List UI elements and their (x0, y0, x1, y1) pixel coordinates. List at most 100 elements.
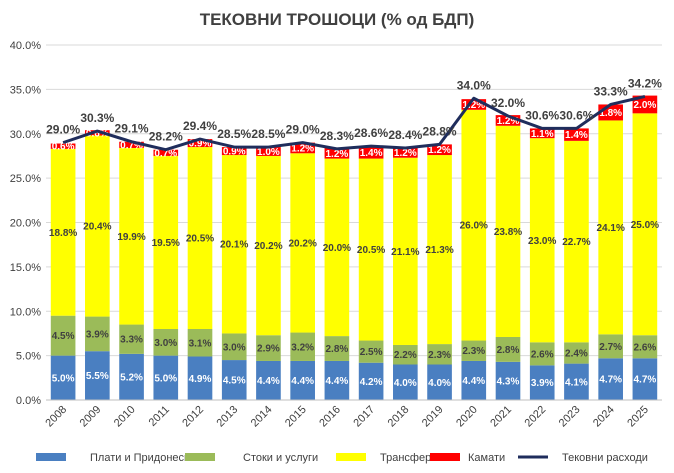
bar-segment (119, 324, 144, 354)
bar-segment-label: 23.0% (528, 236, 556, 247)
bar-segment-label: 4.2% (360, 377, 383, 388)
bar-segment (85, 130, 110, 136)
bar-segment (290, 142, 315, 154)
bar-segment (50, 315, 76, 356)
bar-segment (358, 158, 384, 341)
total-label: 29.0% (46, 123, 80, 137)
y-tick-label: 40.0% (10, 40, 41, 52)
bar-segment-label: 4.1% (565, 377, 588, 388)
bar-segment (564, 128, 589, 141)
legend-label: Трансфери (380, 452, 437, 464)
bar-segment (50, 355, 76, 400)
bar-segment (50, 148, 76, 316)
bar-segment (495, 336, 521, 362)
total-label: 29.4% (183, 119, 217, 133)
x-tick-label: 2022 (523, 404, 549, 430)
bar-segment (598, 120, 623, 335)
bar-segment (393, 157, 418, 345)
bar-segment (461, 360, 487, 400)
bar-segment (187, 139, 213, 148)
bar-segment-label: 3.0% (223, 342, 246, 353)
total-label: 30.6% (525, 108, 559, 122)
bar-segment-label: 20.5% (357, 245, 385, 256)
legend-swatch (430, 453, 460, 461)
bar-segment-label: 0.6% (52, 142, 75, 153)
total-label: 30.6% (559, 108, 593, 122)
bar-segment-label: 3.0% (154, 338, 177, 349)
bar-segment-label: 1.2% (497, 116, 520, 127)
total-label: 28.8% (423, 124, 457, 138)
total-label: 29.0% (286, 123, 320, 137)
bar-segment-label: 4.5% (52, 331, 75, 342)
bar-segment-label: 5.0% (154, 373, 177, 384)
legend-label: Тековни расходи (562, 452, 648, 464)
bar-segment-label: 0.9% (189, 139, 212, 150)
bar-segment (427, 144, 452, 156)
y-tick-label: 35.0% (10, 84, 41, 96)
x-tick-label: 2013 (215, 404, 241, 430)
x-tick-label: 2019 (420, 404, 446, 430)
bar-segment (221, 333, 247, 361)
bar-segment-label: 1.8% (599, 108, 622, 119)
bar-segment (598, 334, 623, 359)
bar-segment-label: 18.8% (49, 228, 77, 239)
bar-segment-label: 4.9% (189, 374, 212, 385)
legend-swatch (185, 453, 215, 461)
bar-segment-label: 0.9% (223, 147, 246, 158)
bar-segment (564, 342, 589, 364)
bar-segment (85, 135, 110, 317)
bar-segment (256, 360, 281, 400)
bar-segment-label: 5.5% (86, 371, 109, 382)
x-tick-label: 2025 (625, 404, 651, 430)
x-tick-label: 2017 (351, 404, 377, 430)
bar-segment-label: 2.2% (394, 350, 417, 361)
bar-segment-label: 20.1% (220, 240, 248, 251)
bar-segment-label: 25.0% (631, 220, 659, 231)
bar-segment (427, 155, 452, 345)
bar-segment (290, 153, 315, 333)
bar-segment (187, 356, 213, 400)
bar-segment-label: 1.4% (360, 148, 383, 159)
bar-segment-label: 24.1% (596, 223, 624, 234)
bar-segment (529, 138, 555, 343)
total-line (62, 95, 646, 152)
bar-segment (256, 147, 281, 156)
bar-segment-label: 2.8% (497, 345, 520, 356)
bar-segment (632, 113, 658, 336)
legend-label: Камати (468, 452, 505, 464)
bar-segment (119, 353, 144, 400)
bar-segment (324, 360, 350, 400)
bar-segment (564, 140, 589, 343)
bar-segment-label: 4.5% (223, 376, 246, 387)
y-tick-label: 20.0% (10, 218, 41, 230)
legend-swatch (36, 453, 66, 461)
bar-segment-label: 21.3% (425, 245, 453, 256)
bar-segment-label: 19.5% (152, 238, 180, 249)
bar-segment-label: 1.2% (325, 149, 348, 160)
y-tick-label: 10.0% (10, 306, 41, 318)
bar-segment (85, 351, 110, 400)
x-tick-label: 2010 (112, 404, 138, 430)
bar-segment-label: 2.5% (360, 347, 383, 358)
bar-segment-label: 1.2% (291, 143, 314, 154)
total-label: 34.2% (628, 76, 662, 90)
bar-segment-label: 20.0% (323, 243, 351, 254)
bar-segment (153, 149, 179, 156)
x-tick-label: 2020 (454, 404, 480, 430)
bar-segment-label: 2.9% (257, 344, 280, 355)
x-tick-label: 2024 (591, 404, 617, 430)
y-tick-label: 0.0% (16, 395, 41, 407)
bar-segment-label: 22.7% (562, 237, 590, 248)
bar-segment (358, 146, 384, 159)
bar-segment (461, 99, 487, 110)
bar-segment-label: 4.3% (497, 376, 520, 387)
y-tick-label: 25.0% (10, 173, 41, 185)
y-tick-label: 5.0% (16, 351, 41, 363)
bar-segment (119, 141, 144, 148)
legend-label: Плати и Придонеси (90, 452, 190, 464)
bar-segment-label: 2.3% (428, 350, 451, 361)
bar-segment (221, 155, 247, 334)
bar-segment (290, 332, 315, 361)
bar-segment (187, 147, 213, 329)
